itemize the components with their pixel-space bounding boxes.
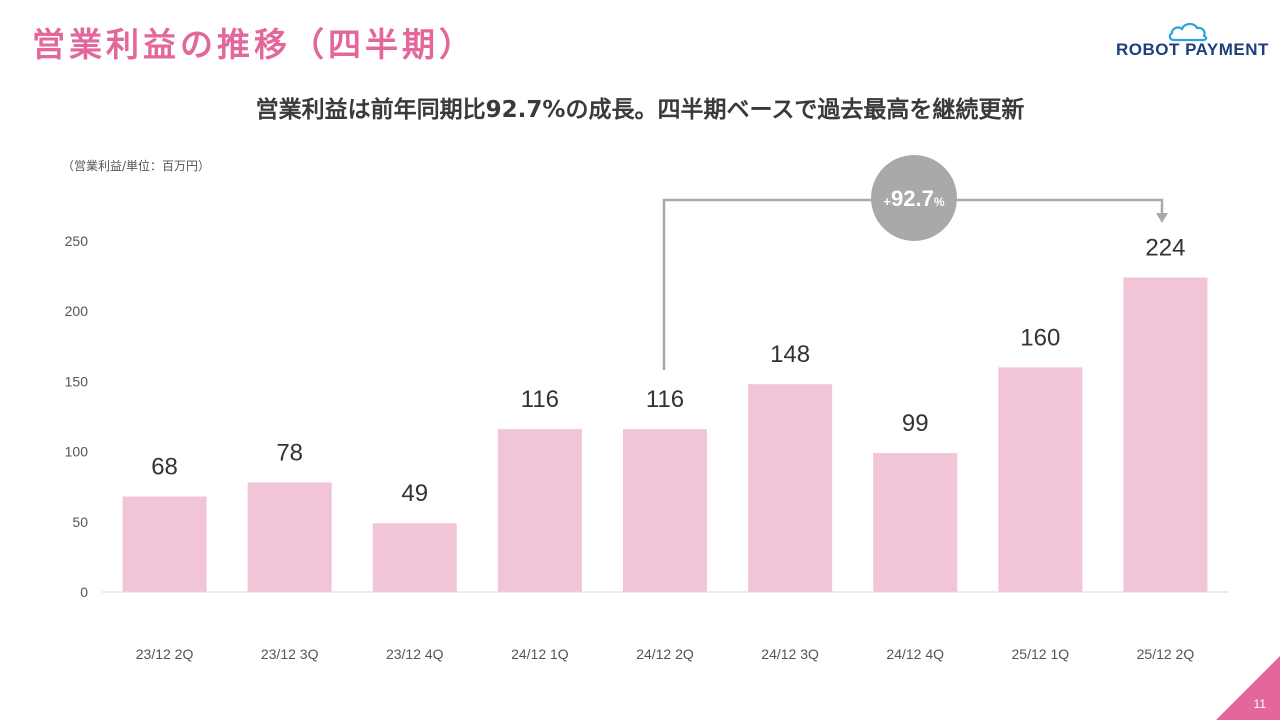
x-tick-label: 24/12 3Q — [761, 646, 819, 662]
page-title: 営業利益の推移（四半期） — [32, 25, 476, 64]
bar-value-label: 148 — [770, 341, 810, 368]
cloud-icon — [1168, 22, 1208, 42]
bars — [122, 277, 1208, 592]
bar-value-label: 116 — [646, 386, 684, 413]
x-tick-label: 23/12 4Q — [386, 646, 444, 662]
y-tick-label: 200 — [65, 303, 89, 319]
bar-value-label: 68 — [151, 454, 178, 481]
x-tick-label: 24/12 1Q — [511, 646, 569, 662]
x-tick-label: 24/12 4Q — [886, 646, 944, 662]
bar — [873, 453, 958, 592]
x-tick-label: 23/12 3Q — [261, 646, 319, 662]
bar — [623, 429, 707, 592]
x-tick-label: 23/12 2Q — [136, 646, 194, 662]
corner-triangle — [1216, 656, 1280, 720]
unit-note: （営業利益/単位：百万円） — [62, 159, 211, 173]
slide-subtitle: 営業利益は前年同期比92.7%の成長。四半期ベースで過去最高を継続更新 — [255, 97, 1025, 123]
y-tick-label: 150 — [65, 373, 89, 389]
x-tick-label: 24/12 2Q — [636, 646, 694, 662]
page-number: 11 — [1253, 697, 1266, 711]
growth-arrowhead — [1156, 213, 1168, 223]
bar-value-label: 49 — [401, 480, 428, 507]
x-axis: 23/12 2Q 23/12 3Q 23/12 4Q 24/12 1Q 24/12 2Q… — [136, 646, 1195, 662]
data-labels: 68 78 49 116 116 148 99 160 224 — [151, 235, 1185, 508]
bar-value-label: 78 — [276, 439, 303, 466]
robot-payment-logo: ROBOT PAYMENT — [1112, 14, 1268, 64]
bar-value-label: 224 — [1145, 235, 1185, 262]
y-tick-label: 250 — [65, 233, 89, 249]
bar-value-label: 116 — [521, 386, 559, 413]
logo-text: ROBOT PAYMENT — [1116, 40, 1269, 59]
bar — [1123, 277, 1208, 592]
x-tick-label: 25/12 1Q — [1012, 646, 1070, 662]
bar-value-label: 99 — [902, 410, 929, 437]
growth-badge-text: +92.7% — [883, 186, 944, 211]
bar — [998, 367, 1083, 592]
bar-value-label: 160 — [1020, 324, 1060, 351]
y-tick-label: 100 — [65, 444, 89, 460]
bar — [122, 496, 207, 592]
bar — [748, 384, 833, 592]
bar — [247, 482, 332, 592]
y-axis: 0 50 100 150 200 250 — [65, 233, 89, 600]
y-tick-label: 0 — [80, 584, 88, 600]
y-tick-label: 50 — [72, 514, 88, 530]
bar — [372, 523, 457, 592]
growth-badge — [871, 155, 957, 241]
growth-annotation: +92.7% — [662, 155, 1168, 370]
bar — [497, 429, 582, 592]
x-tick-label: 25/12 2Q — [1137, 646, 1195, 662]
